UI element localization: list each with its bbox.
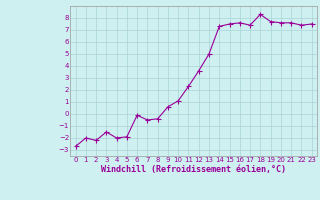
X-axis label: Windchill (Refroidissement éolien,°C): Windchill (Refroidissement éolien,°C) xyxy=(101,165,286,174)
